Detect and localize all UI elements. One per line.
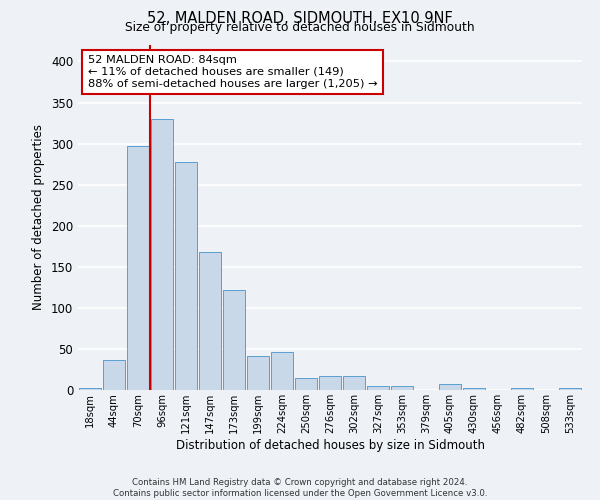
Bar bbox=[391, 386, 413, 390]
Bar bbox=[511, 388, 533, 390]
Bar bbox=[367, 386, 389, 390]
Bar bbox=[295, 378, 317, 390]
Text: 52, MALDEN ROAD, SIDMOUTH, EX10 9NF: 52, MALDEN ROAD, SIDMOUTH, EX10 9NF bbox=[147, 11, 453, 26]
Bar bbox=[271, 352, 293, 390]
Bar bbox=[199, 252, 221, 390]
Bar bbox=[319, 376, 341, 390]
Bar bbox=[247, 356, 269, 390]
Text: Contains HM Land Registry data © Crown copyright and database right 2024.
Contai: Contains HM Land Registry data © Crown c… bbox=[113, 478, 487, 498]
Bar bbox=[127, 146, 149, 390]
Bar bbox=[151, 119, 173, 390]
X-axis label: Distribution of detached houses by size in Sidmouth: Distribution of detached houses by size … bbox=[176, 438, 485, 452]
Text: Size of property relative to detached houses in Sidmouth: Size of property relative to detached ho… bbox=[125, 22, 475, 35]
Bar bbox=[79, 388, 101, 390]
Bar bbox=[559, 388, 581, 390]
Bar bbox=[223, 290, 245, 390]
Bar bbox=[103, 360, 125, 390]
Y-axis label: Number of detached properties: Number of detached properties bbox=[32, 124, 46, 310]
Bar bbox=[439, 384, 461, 390]
Bar bbox=[463, 388, 485, 390]
Bar bbox=[175, 162, 197, 390]
Bar bbox=[343, 376, 365, 390]
Text: 52 MALDEN ROAD: 84sqm
← 11% of detached houses are smaller (149)
88% of semi-det: 52 MALDEN ROAD: 84sqm ← 11% of detached … bbox=[88, 56, 377, 88]
